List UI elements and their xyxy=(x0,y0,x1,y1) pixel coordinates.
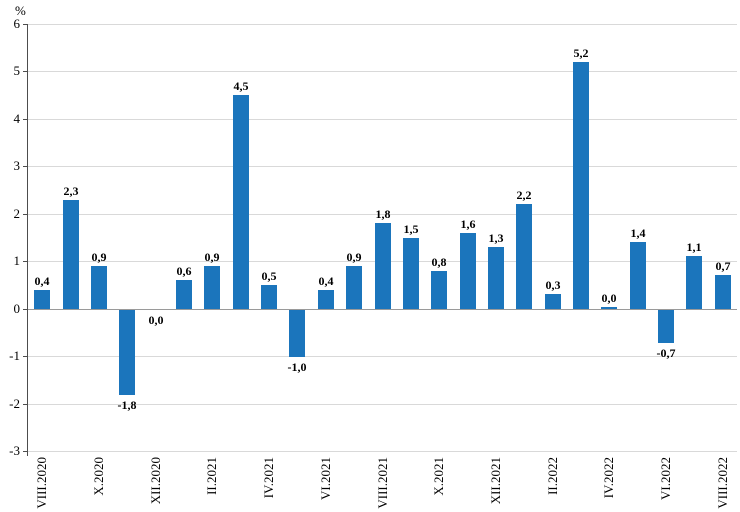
bar-value-label: 0,0 xyxy=(601,291,617,305)
bar-value-label: 0,6 xyxy=(176,264,192,278)
y-axis-tick xyxy=(23,24,28,25)
bar xyxy=(516,204,532,309)
x-axis-tick-label: VI.2021 xyxy=(318,457,333,500)
y-gridline xyxy=(28,24,737,25)
x-axis-tick-label: VI.2022 xyxy=(658,457,673,500)
zero-axis-line xyxy=(28,309,737,310)
y-axis-tick xyxy=(23,166,28,167)
bar-value-label: 0,0 xyxy=(148,313,164,327)
y-gridline xyxy=(28,119,737,120)
bar-value-label: 1,5 xyxy=(403,222,419,236)
bar-value-label: 0,3 xyxy=(545,278,561,292)
bar-value-label: 0,4 xyxy=(318,274,334,288)
bar-value-label: 0,5 xyxy=(261,269,277,283)
x-axis-tick-label: VIII.2021 xyxy=(375,457,390,509)
bar xyxy=(431,271,447,309)
y-gridline xyxy=(28,71,737,72)
bar xyxy=(573,62,589,309)
bar xyxy=(658,310,674,343)
y-gridline xyxy=(28,451,737,452)
bar-value-label: 4,5 xyxy=(233,79,249,93)
bar xyxy=(545,294,561,309)
y-axis-tick-label: 1 xyxy=(13,253,21,268)
bar-value-label: 0,4 xyxy=(34,274,50,288)
x-axis-tick-label: IV.2021 xyxy=(261,457,276,499)
bar-value-label: 0,8 xyxy=(431,255,447,269)
bar xyxy=(601,307,617,309)
y-gridline xyxy=(28,214,737,215)
bar xyxy=(204,266,220,309)
bar-value-label: 0,7 xyxy=(715,259,731,273)
bar xyxy=(346,266,362,309)
x-axis-tick-label: II.2022 xyxy=(545,457,560,495)
y-axis-tick xyxy=(23,309,28,310)
bar-value-label: 2,2 xyxy=(516,188,532,202)
bar-value-label: 1,8 xyxy=(375,207,391,221)
bar xyxy=(403,238,419,309)
bar xyxy=(318,290,334,309)
bar-value-label: -0,7 xyxy=(656,346,676,360)
bar xyxy=(261,285,277,309)
bar xyxy=(715,275,731,309)
y-axis-unit-label: % xyxy=(15,3,26,18)
y-axis-tick-label: -1 xyxy=(9,348,20,363)
y-axis-tick-label: 4 xyxy=(13,111,21,126)
bar xyxy=(686,256,702,309)
bar-value-label: 1,4 xyxy=(630,226,646,240)
y-axis-tick-label: 0 xyxy=(13,301,21,316)
x-axis-tick-label: VIII.2022 xyxy=(715,457,730,509)
bar xyxy=(460,233,476,309)
y-axis-tick xyxy=(23,214,28,215)
x-axis-tick-label: XII.2021 xyxy=(488,457,503,505)
bar-value-label: 1,1 xyxy=(686,240,702,254)
y-gridline xyxy=(28,166,737,167)
bar-value-label: 0,9 xyxy=(91,250,107,264)
bar-value-label: 1,3 xyxy=(488,231,504,245)
y-axis-tick-label: -3 xyxy=(9,443,20,458)
bar xyxy=(630,242,646,309)
bar xyxy=(488,247,504,309)
y-axis-tick xyxy=(23,356,28,357)
y-axis-tick-label: -2 xyxy=(9,396,20,411)
bar-value-label: 0,9 xyxy=(204,250,220,264)
bar xyxy=(63,200,79,309)
x-axis-tick-label: X.2020 xyxy=(91,457,106,496)
bar xyxy=(375,223,391,309)
y-axis-tick xyxy=(23,71,28,72)
bar xyxy=(91,266,107,309)
bar-value-label: 0,9 xyxy=(346,250,362,264)
y-gridline xyxy=(28,404,737,405)
y-axis-tick-label: 5 xyxy=(13,63,21,78)
y-axis-tick xyxy=(23,261,28,262)
x-axis-tick-label: XII.2020 xyxy=(148,457,163,505)
bar-value-label: 2,3 xyxy=(63,184,79,198)
y-gridline xyxy=(28,356,737,357)
y-axis-tick xyxy=(23,451,28,452)
bar-value-label: -1,8 xyxy=(117,398,137,412)
bar xyxy=(233,95,249,309)
y-axis-tick xyxy=(23,119,28,120)
bar-value-label: 5,2 xyxy=(573,46,589,60)
y-axis-tick-label: 3 xyxy=(13,158,21,173)
bar xyxy=(176,280,192,309)
x-axis-tick-label: IV.2022 xyxy=(601,457,616,499)
y-axis-tick-label: 6 xyxy=(13,16,21,31)
bar-value-label: -1,0 xyxy=(287,360,307,374)
x-axis-tick-label: VIII.2020 xyxy=(34,457,49,509)
y-axis-tick xyxy=(23,404,28,405)
bar-value-label: 1,6 xyxy=(460,217,476,231)
y-axis-tick-label: 2 xyxy=(13,206,21,221)
y-axis-line xyxy=(27,24,28,456)
x-axis-tick-label: X.2021 xyxy=(431,457,446,496)
bar xyxy=(119,310,135,395)
bar xyxy=(289,310,305,357)
x-axis-tick-label: II.2021 xyxy=(204,457,219,495)
bar xyxy=(34,290,50,309)
